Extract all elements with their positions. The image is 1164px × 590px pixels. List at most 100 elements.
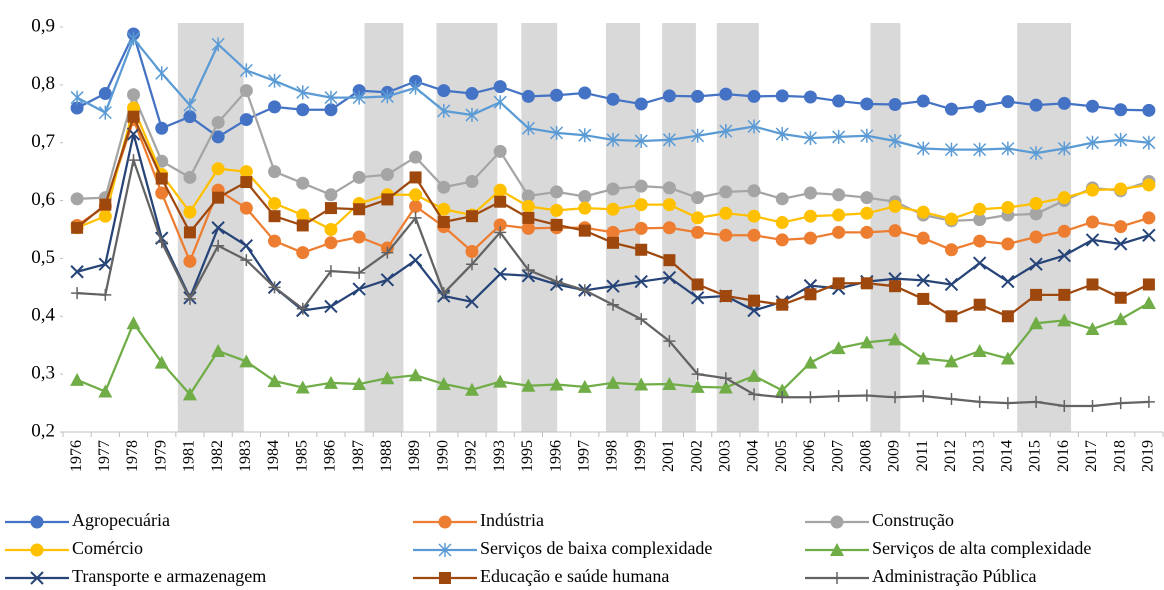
marker <box>1057 313 1072 327</box>
marker <box>691 368 704 381</box>
y-tick-label: 0,3 <box>31 363 55 384</box>
marker <box>127 88 141 102</box>
marker <box>240 254 253 267</box>
marker <box>465 107 479 122</box>
marker <box>1029 146 1043 161</box>
legend-label: Construção <box>872 510 954 530</box>
x-tick-label: 1981 <box>181 440 198 472</box>
marker <box>1085 135 1100 150</box>
marker <box>832 188 846 202</box>
marker <box>662 198 676 212</box>
marker <box>30 571 44 585</box>
marker <box>465 244 479 258</box>
marker <box>239 238 254 253</box>
marker <box>1113 312 1128 326</box>
marker <box>464 382 479 396</box>
marker <box>521 189 535 203</box>
marker <box>662 132 676 147</box>
marker <box>916 273 930 288</box>
x-tick-label: 1978 <box>124 440 141 472</box>
marker <box>944 277 959 292</box>
x-tick-label: 2004 <box>745 440 762 472</box>
marker <box>1142 103 1156 117</box>
marker <box>71 287 84 300</box>
marker <box>1030 288 1043 301</box>
marker <box>1141 295 1156 309</box>
x-tick-label: 2013 <box>970 440 987 472</box>
marker <box>1001 274 1015 289</box>
x-tick-label: 2005 <box>773 440 790 472</box>
marker <box>98 105 112 120</box>
marker <box>465 258 478 271</box>
marker <box>494 226 507 239</box>
marker <box>98 209 112 223</box>
marker <box>830 543 844 556</box>
x-tick-label: 1989 <box>406 440 423 472</box>
marker <box>155 121 169 135</box>
marker <box>1142 228 1156 242</box>
x-tick-label: 1997 <box>575 440 592 472</box>
marker <box>719 290 732 303</box>
marker <box>831 572 843 584</box>
marker <box>1029 257 1043 271</box>
marker <box>212 239 225 252</box>
marker <box>521 121 535 136</box>
marker <box>663 335 676 348</box>
x-tick-label: 1998 <box>604 440 621 472</box>
x-tick-label: 1985 <box>293 440 310 472</box>
marker <box>634 179 648 193</box>
marker <box>747 228 761 242</box>
marker <box>917 292 930 305</box>
marker <box>439 572 451 584</box>
marker <box>860 389 873 402</box>
marker <box>239 113 253 127</box>
x-tick-label: 1983 <box>237 440 254 472</box>
marker <box>691 128 705 143</box>
marker <box>324 103 338 117</box>
marker <box>662 270 677 285</box>
y-tick-label: 0,2 <box>31 420 55 441</box>
marker <box>1114 103 1128 117</box>
marker <box>211 115 225 129</box>
marker <box>437 287 450 300</box>
y-tick-label: 0,9 <box>31 15 55 36</box>
marker <box>1086 399 1099 412</box>
legend-label: Serviços de baixa complexidade <box>480 538 712 558</box>
x-tick-label: 2015 <box>1027 440 1044 472</box>
shaded-period <box>364 23 404 432</box>
marker <box>691 211 705 225</box>
marker <box>1029 230 1043 244</box>
marker <box>775 89 789 103</box>
marker <box>888 199 902 213</box>
marker <box>182 387 197 401</box>
marker <box>690 291 705 305</box>
marker <box>239 165 253 179</box>
marker <box>324 299 338 314</box>
marker <box>662 376 677 390</box>
marker <box>465 174 479 188</box>
x-tick-label: 1982 <box>209 440 226 472</box>
marker <box>268 100 282 114</box>
legend-label: Indústria <box>480 510 544 530</box>
x-tick-label: 2014 <box>999 440 1016 472</box>
marker <box>550 203 564 217</box>
marker <box>634 97 648 111</box>
marker <box>98 257 113 271</box>
x-tick-label: 1999 <box>632 440 649 472</box>
marker <box>1142 395 1155 408</box>
marker <box>775 127 789 142</box>
x-tick-label: 1986 <box>322 440 339 472</box>
marker <box>578 284 591 297</box>
marker <box>1001 201 1015 215</box>
marker <box>352 170 366 184</box>
marker <box>212 191 225 204</box>
marker <box>662 89 676 103</box>
marker <box>606 182 620 196</box>
y-tick-label: 0,5 <box>31 247 55 268</box>
marker <box>438 543 452 557</box>
x-tick-label: 1990 <box>434 440 451 472</box>
marker <box>550 185 564 199</box>
marker <box>606 202 620 216</box>
y-tick-label: 0,4 <box>31 305 55 326</box>
marker <box>775 383 790 397</box>
